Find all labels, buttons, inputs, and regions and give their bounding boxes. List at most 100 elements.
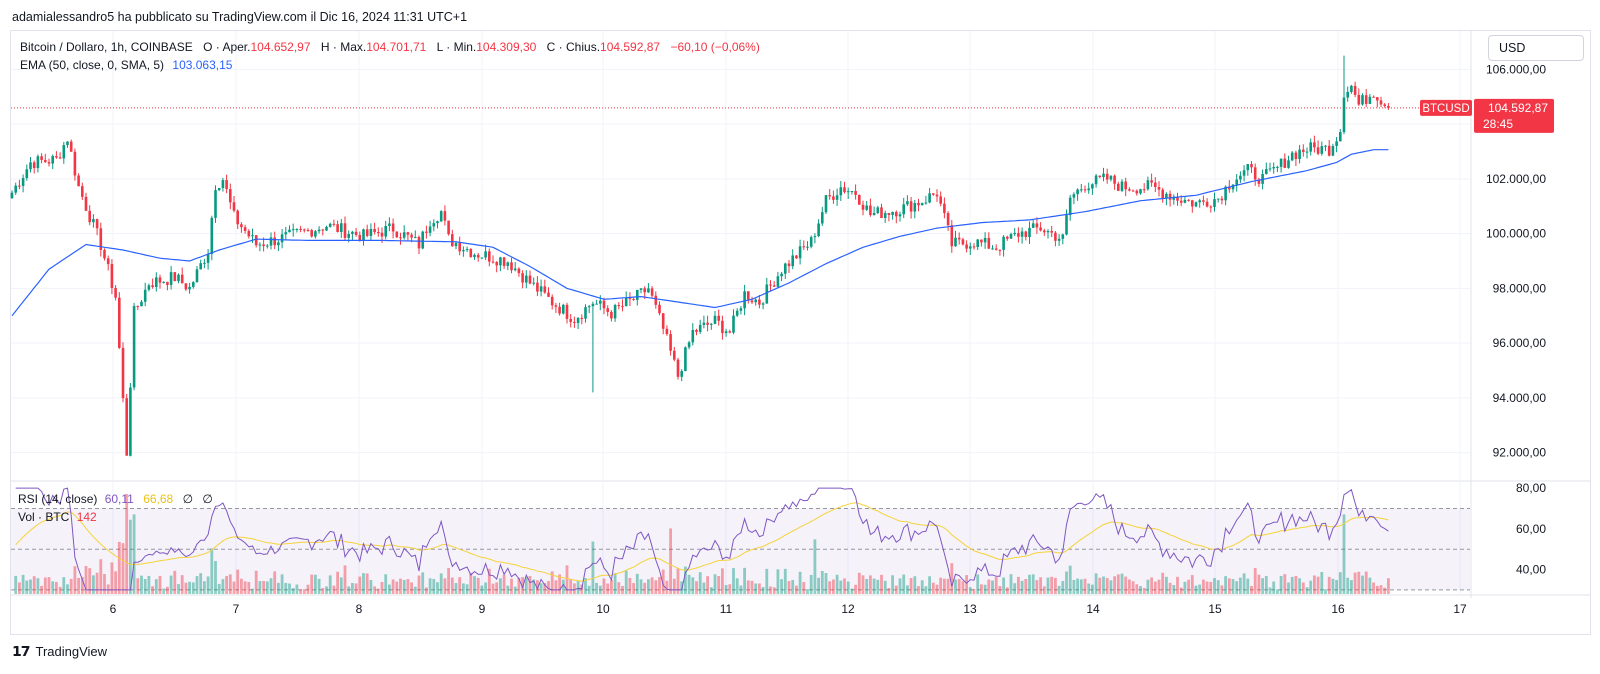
candle-body bbox=[647, 288, 650, 293]
candle-body bbox=[214, 190, 217, 218]
volume-bar bbox=[976, 574, 980, 594]
volume-bar bbox=[1020, 580, 1024, 594]
rsi-legend[interactable]: RSI (14, close) 60,11 66,68 ∅ ∅ bbox=[18, 492, 213, 506]
volume-bar bbox=[894, 585, 898, 594]
volume-bar bbox=[839, 580, 843, 594]
volume-bar bbox=[321, 588, 325, 594]
volume-bar bbox=[317, 578, 321, 594]
candle-body bbox=[284, 232, 288, 235]
candle-body bbox=[1276, 166, 1279, 168]
volume-bar bbox=[1357, 571, 1361, 594]
candle-body bbox=[595, 303, 598, 305]
symbol-legend[interactable]: Bitcoin / Dollaro, 1h, COINBASE O · Aper… bbox=[20, 40, 760, 54]
volume-bar bbox=[1046, 577, 1050, 594]
volume-bar bbox=[106, 584, 110, 594]
low-label: Min. bbox=[453, 40, 477, 54]
candle-body bbox=[69, 141, 73, 152]
rsi-ma-line bbox=[15, 502, 1389, 582]
candle-body bbox=[199, 263, 202, 270]
candle-body bbox=[1113, 175, 1116, 184]
volume-bar bbox=[1253, 567, 1257, 594]
tradingview-footer[interactable]: 𝟭𝟳 TradingView bbox=[12, 643, 107, 660]
candle-body bbox=[876, 207, 880, 213]
candle-body bbox=[51, 156, 54, 164]
volume-bar bbox=[373, 586, 376, 594]
open-label: Aper. bbox=[222, 40, 251, 54]
volume-bar bbox=[51, 581, 55, 594]
candle-body bbox=[880, 207, 883, 219]
candle-body bbox=[1142, 189, 1146, 191]
volume-bar bbox=[306, 584, 310, 594]
candle-body bbox=[169, 272, 173, 285]
volume-bar bbox=[362, 573, 365, 594]
volume-bar bbox=[354, 583, 358, 594]
volume-bar bbox=[917, 586, 920, 594]
volume-bar bbox=[1342, 514, 1346, 594]
volume-bar bbox=[1224, 576, 1227, 594]
candle-body bbox=[517, 268, 521, 274]
candle-body bbox=[81, 186, 84, 197]
price-tick-label: 100.000,00 bbox=[1486, 227, 1546, 241]
candle-body bbox=[539, 286, 543, 292]
candle-body bbox=[991, 248, 994, 250]
volume-bar bbox=[1309, 580, 1313, 594]
currency-button[interactable]: USD bbox=[1488, 35, 1584, 61]
candle-body bbox=[965, 244, 968, 249]
candle-body bbox=[636, 289, 639, 300]
candle-body bbox=[384, 226, 387, 237]
volume-bar bbox=[887, 588, 891, 594]
candle-body bbox=[1242, 170, 1246, 176]
open-o-label: O bbox=[203, 40, 213, 54]
volume-bar bbox=[495, 582, 499, 594]
volume-bar bbox=[798, 571, 802, 594]
candle-body bbox=[29, 162, 32, 170]
volume-bar bbox=[347, 586, 351, 594]
volume-bar bbox=[1220, 585, 1224, 594]
candle-body bbox=[439, 211, 443, 222]
candle-body bbox=[791, 255, 794, 267]
volume-bar bbox=[129, 519, 132, 594]
volume-bar bbox=[302, 589, 306, 594]
candle-body bbox=[1202, 200, 1205, 202]
candle-body bbox=[691, 329, 695, 343]
volume-legend[interactable]: Vol · BTC 142 bbox=[18, 510, 97, 524]
volume-bar bbox=[66, 584, 69, 594]
volume-bar bbox=[376, 588, 380, 594]
candle-body bbox=[1350, 85, 1353, 92]
candle-body bbox=[809, 237, 813, 247]
volume-bar bbox=[806, 589, 809, 594]
candle-body bbox=[1020, 231, 1024, 237]
candle-body bbox=[591, 303, 595, 307]
volume-bar bbox=[702, 582, 706, 594]
candle-body bbox=[469, 249, 473, 258]
candle-body bbox=[465, 249, 469, 251]
volume-bar bbox=[750, 580, 754, 594]
ema-legend[interactable]: EMA (50, close, 0, SMA, 5) 103.063,15 bbox=[20, 58, 232, 72]
volume-bar bbox=[1153, 581, 1157, 594]
volume-bar bbox=[454, 583, 458, 594]
volume-bar bbox=[417, 575, 421, 594]
volume-bar bbox=[898, 578, 902, 594]
rsi-tick-label: 80,00 bbox=[1516, 481, 1546, 495]
volume-bar bbox=[476, 577, 480, 594]
candle-body bbox=[558, 306, 561, 314]
candle-body bbox=[1061, 234, 1065, 239]
candle-body bbox=[980, 239, 983, 243]
candle-body bbox=[824, 195, 828, 213]
candle-body bbox=[425, 231, 428, 233]
candle-body bbox=[761, 303, 765, 305]
candle-body bbox=[99, 228, 103, 250]
candle-body bbox=[1068, 197, 1072, 216]
rsi-value: 60,11 bbox=[104, 492, 134, 506]
candle-body bbox=[203, 262, 206, 264]
price-tag-bg bbox=[1474, 98, 1554, 133]
candle-body bbox=[732, 315, 735, 333]
candle-body bbox=[562, 304, 565, 314]
candle-body bbox=[1294, 152, 1298, 160]
volume-bar bbox=[273, 571, 277, 594]
volume-bar bbox=[928, 576, 931, 594]
volume-bar bbox=[1190, 575, 1194, 594]
volume-bar bbox=[1231, 579, 1235, 594]
volume-bar bbox=[421, 572, 425, 594]
